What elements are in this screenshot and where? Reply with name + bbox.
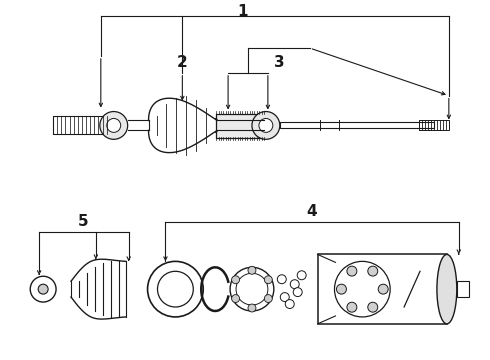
Bar: [216, 113, 264, 138]
Circle shape: [285, 300, 294, 309]
Circle shape: [248, 304, 256, 312]
Circle shape: [347, 302, 357, 312]
Circle shape: [378, 284, 388, 294]
Bar: [419, 121, 449, 130]
Circle shape: [290, 280, 299, 289]
Circle shape: [38, 284, 48, 294]
Bar: [457, 281, 469, 297]
Text: 2: 2: [177, 55, 188, 71]
Circle shape: [30, 276, 56, 302]
Circle shape: [236, 273, 268, 305]
Circle shape: [232, 276, 240, 284]
Circle shape: [264, 276, 272, 284]
Circle shape: [107, 118, 121, 132]
Circle shape: [277, 275, 286, 284]
Circle shape: [347, 266, 357, 276]
Bar: [318, 255, 447, 324]
Circle shape: [297, 271, 306, 280]
Circle shape: [280, 293, 289, 302]
Circle shape: [252, 112, 280, 139]
Circle shape: [368, 302, 378, 312]
Text: 4: 4: [306, 204, 317, 219]
Circle shape: [293, 288, 302, 297]
Circle shape: [259, 118, 273, 132]
Text: 3: 3: [274, 55, 285, 71]
Circle shape: [157, 271, 193, 307]
Circle shape: [368, 266, 378, 276]
Circle shape: [230, 267, 274, 311]
Circle shape: [337, 284, 346, 294]
Ellipse shape: [437, 255, 457, 324]
Circle shape: [248, 266, 256, 274]
Text: 1: 1: [238, 4, 248, 19]
Circle shape: [100, 112, 128, 139]
Circle shape: [232, 294, 240, 302]
Bar: [53, 117, 111, 134]
Text: 5: 5: [77, 214, 88, 229]
Circle shape: [264, 294, 272, 302]
Circle shape: [147, 261, 203, 317]
Bar: [280, 122, 434, 129]
